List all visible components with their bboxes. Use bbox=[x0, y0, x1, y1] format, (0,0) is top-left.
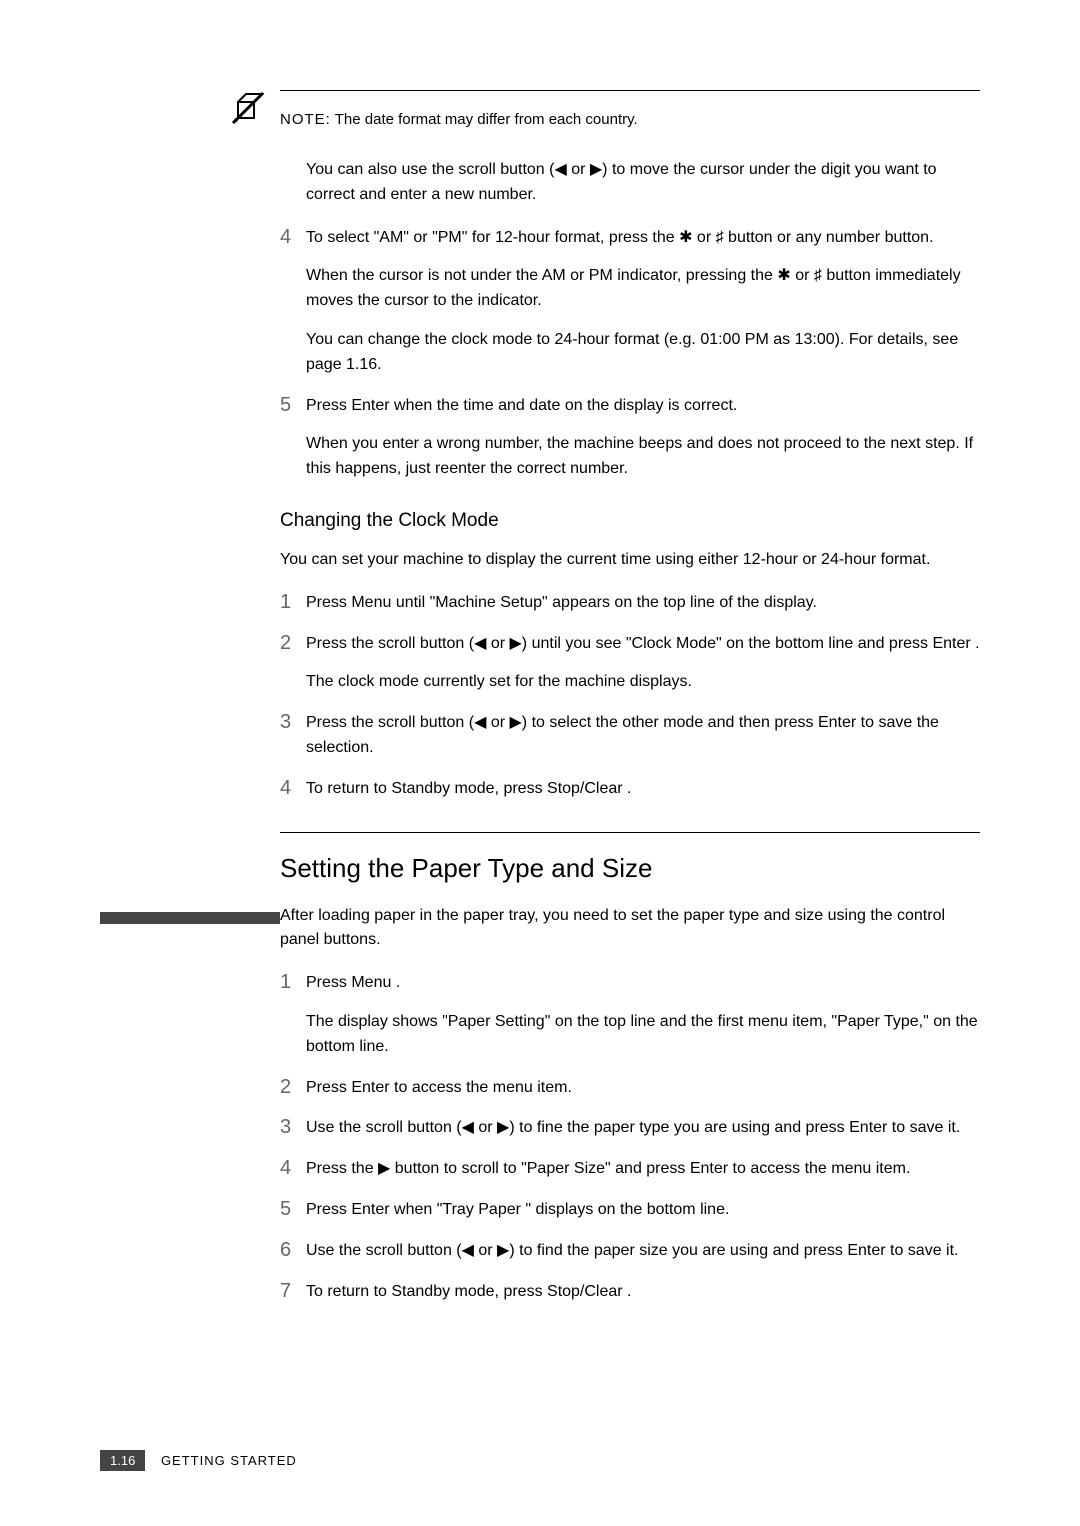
page-number: 1.16 bbox=[100, 1450, 145, 1471]
note-icon bbox=[230, 88, 270, 128]
step-body: To return to Standby mode, press Stop/Cl… bbox=[306, 1280, 980, 1305]
step-text: Use the scroll button (◀ or ▶) to fine t… bbox=[306, 1116, 980, 1141]
clock-intro: You can set your machine to display the … bbox=[280, 548, 980, 573]
manual-page: NOTE: The date format may differ from ea… bbox=[0, 0, 1080, 1526]
step-text: Press Enter when "Tray Paper " displays … bbox=[306, 1198, 980, 1223]
step-body: Press Enter when "Tray Paper " displays … bbox=[306, 1198, 980, 1223]
step-5: 5 Press Enter when the time and date on … bbox=[280, 394, 980, 482]
step-number: 4 bbox=[280, 1157, 306, 1182]
content-column: NOTE: The date format may differ from ea… bbox=[280, 90, 980, 1320]
step-text: Press the scroll button (◀ or ▶) until y… bbox=[306, 632, 980, 657]
step-text: Press Enter when the time and date on th… bbox=[306, 394, 980, 419]
step-number: 3 bbox=[280, 1116, 306, 1141]
step-number: 1 bbox=[280, 591, 306, 616]
paper-step-3: 3 Use the scroll button (◀ or ▶) to fine… bbox=[280, 1116, 980, 1141]
note-label: NOTE: bbox=[280, 111, 331, 128]
note-line: NOTE: The date format may differ from ea… bbox=[280, 111, 980, 128]
step-text: Press Menu . bbox=[306, 971, 980, 996]
step-body: Press Enter to access the menu item. bbox=[306, 1076, 980, 1101]
step-text: To select "AM" or "PM" for 12-hour forma… bbox=[306, 226, 980, 251]
step-number: 5 bbox=[280, 1198, 306, 1223]
step-body: Press Menu until "Machine Setup" appears… bbox=[306, 591, 980, 616]
step-number: 4 bbox=[280, 777, 306, 802]
step-text: Press the ▶ button to scroll to "Paper S… bbox=[306, 1157, 980, 1182]
rule-top bbox=[280, 90, 980, 91]
step-text: Use the scroll button (◀ or ▶) to find t… bbox=[306, 1239, 980, 1264]
step-body: Use the scroll button (◀ or ▶) to fine t… bbox=[306, 1116, 980, 1141]
footer-section: GETTING STARTED bbox=[161, 1453, 297, 1468]
step-number: 5 bbox=[280, 394, 306, 482]
step-body: To select "AM" or "PM" for 12-hour forma… bbox=[306, 226, 980, 378]
paper-step-4: 4 Press the ▶ button to scroll to "Paper… bbox=[280, 1157, 980, 1182]
step-text: The display shows "Paper Setting" on the… bbox=[306, 1010, 980, 1060]
step-number: 6 bbox=[280, 1239, 306, 1264]
page-footer: 1.16 GETTING STARTED bbox=[100, 1453, 297, 1468]
step-number: 2 bbox=[280, 1076, 306, 1101]
step-text: To return to Standby mode, press Stop/Cl… bbox=[306, 1280, 980, 1305]
paper-intro: After loading paper in the paper tray, y… bbox=[280, 904, 980, 954]
paper-step-7: 7 To return to Standby mode, press Stop/… bbox=[280, 1280, 980, 1305]
clock-step-1: 1 Press Menu until "Machine Setup" appea… bbox=[280, 591, 980, 616]
step-text: Press the scroll button (◀ or ▶) to sele… bbox=[306, 711, 980, 761]
paper-step-2: 2 Press Enter to access the menu item. bbox=[280, 1076, 980, 1101]
clock-step-2: 2 Press the scroll button (◀ or ▶) until… bbox=[280, 632, 980, 696]
step-body: Press the scroll button (◀ or ▶) to sele… bbox=[306, 711, 980, 761]
step-text: You can change the clock mode to 24-hour… bbox=[306, 328, 980, 378]
step-text: Press Enter to access the menu item. bbox=[306, 1076, 980, 1101]
step-body: Press the scroll button (◀ or ▶) until y… bbox=[306, 632, 980, 696]
step-body: Press Enter when the time and date on th… bbox=[306, 394, 980, 482]
step-text: The clock mode currently set for the mac… bbox=[306, 670, 980, 695]
scroll-hint: You can also use the scroll button (◀ or… bbox=[306, 158, 980, 208]
note-body: The date format may differ from each cou… bbox=[335, 111, 638, 128]
section-bar bbox=[100, 912, 280, 924]
step-number: 7 bbox=[280, 1280, 306, 1305]
rule-section bbox=[280, 832, 980, 833]
clock-step-3: 3 Press the scroll button (◀ or ▶) to se… bbox=[280, 711, 980, 761]
step-body: Press Menu . The display shows "Paper Se… bbox=[306, 971, 980, 1059]
step-body: Press the ▶ button to scroll to "Paper S… bbox=[306, 1157, 980, 1182]
step-text: Press Menu until "Machine Setup" appears… bbox=[306, 591, 980, 616]
clock-step-4: 4 To return to Standby mode, press Stop/… bbox=[280, 777, 980, 802]
step-number: 3 bbox=[280, 711, 306, 761]
paper-step-6: 6 Use the scroll button (◀ or ▶) to find… bbox=[280, 1239, 980, 1264]
step-body: To return to Standby mode, press Stop/Cl… bbox=[306, 777, 980, 802]
step-4: 4 To select "AM" or "PM" for 12-hour for… bbox=[280, 226, 980, 378]
paper-step-5: 5 Press Enter when "Tray Paper " display… bbox=[280, 1198, 980, 1223]
step-number: 2 bbox=[280, 632, 306, 696]
step-number: 1 bbox=[280, 971, 306, 1059]
paper-step-1: 1 Press Menu . The display shows "Paper … bbox=[280, 971, 980, 1059]
step-text: When the cursor is not under the AM or P… bbox=[306, 264, 980, 314]
step-number: 4 bbox=[280, 226, 306, 378]
heading-paper: Setting the Paper Type and Size bbox=[280, 853, 980, 884]
step-text: To return to Standby mode, press Stop/Cl… bbox=[306, 777, 980, 802]
step-text: When you enter a wrong number, the machi… bbox=[306, 432, 980, 482]
subheading-clock-mode: Changing the Clock Mode bbox=[280, 510, 980, 532]
step-body: Use the scroll button (◀ or ▶) to find t… bbox=[306, 1239, 980, 1264]
